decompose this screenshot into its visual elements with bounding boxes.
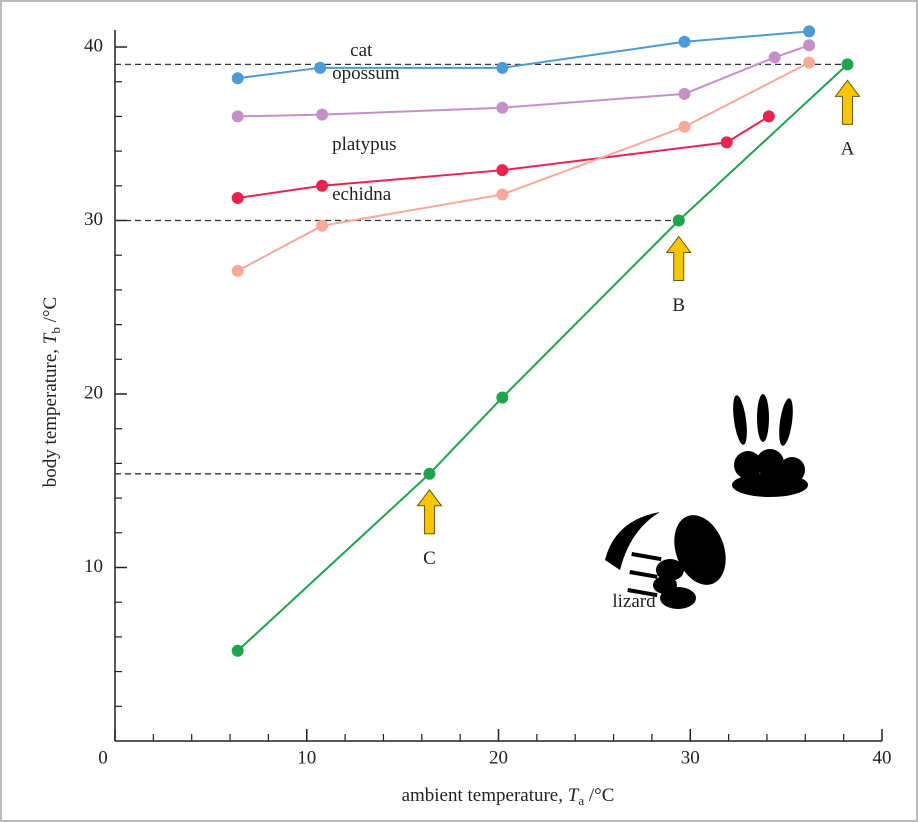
- data-point: [496, 62, 508, 74]
- data-point: [678, 88, 690, 100]
- y-tick-label: 20: [84, 382, 103, 403]
- data-point: [232, 72, 244, 84]
- x-tick-label: 30: [681, 747, 700, 768]
- data-point: [316, 220, 328, 232]
- data-point: [316, 109, 328, 121]
- annotation-label: A: [841, 139, 855, 160]
- data-point: [496, 164, 508, 176]
- data-point: [496, 188, 508, 200]
- data-point: [803, 25, 815, 37]
- data-point: [423, 468, 435, 480]
- annotation-label: C: [423, 548, 436, 569]
- x-tick-label: 20: [489, 747, 508, 768]
- data-point: [496, 102, 508, 114]
- data-point: [314, 62, 326, 74]
- data-point: [803, 39, 815, 51]
- series-label: echidna: [332, 184, 392, 205]
- data-point: [496, 391, 508, 403]
- data-point: [316, 180, 328, 192]
- data-point: [841, 58, 853, 70]
- x-tick-label: 10: [297, 747, 316, 768]
- data-point: [232, 110, 244, 122]
- data-point: [678, 121, 690, 133]
- data-point: [763, 110, 775, 122]
- y-tick-label: 40: [84, 35, 103, 56]
- data-point: [769, 51, 781, 63]
- data-point: [232, 645, 244, 657]
- x-tick-label: 0: [98, 747, 108, 768]
- series-label: platypus: [332, 134, 396, 155]
- series-label: cat: [350, 40, 373, 61]
- y-axis-label: body temperature, Tb /°C: [40, 297, 63, 487]
- data-point: [673, 215, 685, 227]
- data-point: [678, 36, 690, 48]
- data-point: [232, 192, 244, 204]
- y-tick-label: 30: [84, 209, 103, 230]
- x-tick-label: 40: [873, 747, 892, 768]
- data-point: [803, 57, 815, 69]
- y-tick-label: 10: [84, 556, 103, 577]
- series-label: opossum: [332, 63, 400, 84]
- frame: [1, 1, 917, 821]
- annotation-label: B: [672, 295, 685, 316]
- series-label: lizard: [612, 591, 656, 612]
- chart: ambient temperature, Ta /°C body tempera…: [0, 0, 918, 822]
- data-point: [721, 136, 733, 148]
- data-point: [232, 265, 244, 277]
